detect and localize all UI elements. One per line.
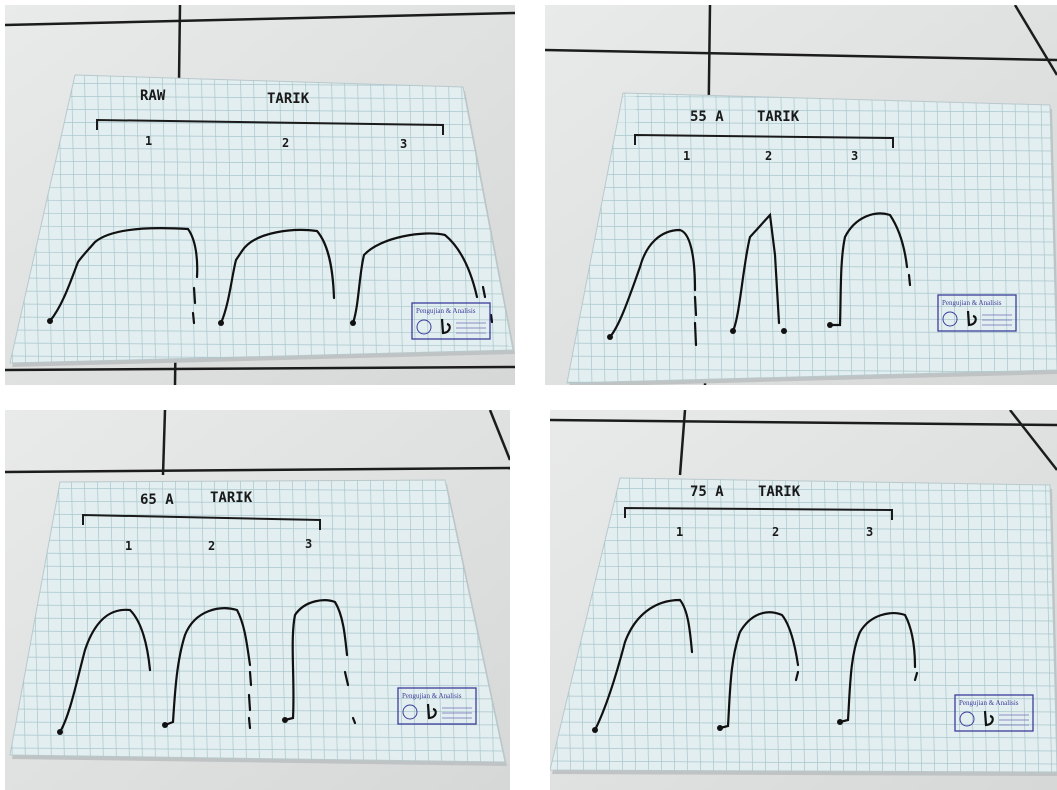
curve-start: [57, 729, 63, 735]
curve-start: [350, 320, 356, 326]
specimen-number: 1: [676, 525, 683, 539]
specimen-number: 2: [208, 539, 215, 553]
photo-collage: RAW TARIK 1 2 3 Pengujian & Analisis 55 A TARIK…: [0, 0, 1057, 790]
curve-start: [781, 328, 787, 334]
handwritten-title: TARIK: [758, 484, 801, 500]
photo: 65 A TARIK 1 2 3 Pengujian & Analisis: [5, 410, 510, 790]
specimen-number: 2: [765, 149, 772, 163]
curve-start: [162, 722, 168, 728]
curve-start: [607, 334, 613, 340]
handwritten-title: TARIK: [210, 490, 253, 506]
curve-start: [827, 322, 833, 328]
handwritten-title: 65 A: [140, 492, 174, 508]
specimen-number: 1: [145, 134, 152, 148]
handwritten-title: 55 A: [690, 109, 724, 125]
handwritten-title: TARIK: [267, 91, 310, 107]
curve-start: [282, 717, 288, 723]
photo: 55 A TARIK 1 2 3 Pengujian & Analisis: [545, 5, 1057, 385]
curve-start: [592, 727, 598, 733]
stamp-text: Pengujian & Analisis: [416, 307, 476, 315]
specimen-number: 3: [851, 149, 858, 163]
tensile-curve: [909, 275, 910, 285]
curve-start: [717, 725, 723, 731]
stamp-text: Pengujian & Analisis: [402, 692, 462, 700]
handwritten-title: 75 A: [690, 484, 724, 500]
specimen-number: 1: [125, 539, 132, 553]
photo: 75 A TARIK 1 2 3 Pengujian & Analisis: [550, 410, 1057, 790]
specimen-number: 2: [282, 136, 289, 150]
specimen-number: 3: [866, 525, 873, 539]
stamp-text: Pengujian & Analisis: [942, 299, 1002, 307]
stamp-text: Pengujian & Analisis: [959, 699, 1019, 707]
curve-start: [837, 719, 843, 725]
specimen-number: 3: [305, 537, 312, 551]
handwritten-title: RAW: [140, 88, 166, 104]
curve-start: [47, 318, 53, 324]
photo: RAW TARIK 1 2 3 Pengujian & Analisis: [5, 5, 515, 385]
specimen-number: 3: [400, 137, 407, 151]
specimen-number: 1: [683, 149, 690, 163]
handwritten-title: TARIK: [757, 109, 800, 125]
specimen-number: 2: [772, 525, 779, 539]
curve-start: [218, 320, 224, 326]
curve-start: [730, 328, 736, 334]
graph-paper: [10, 480, 505, 762]
